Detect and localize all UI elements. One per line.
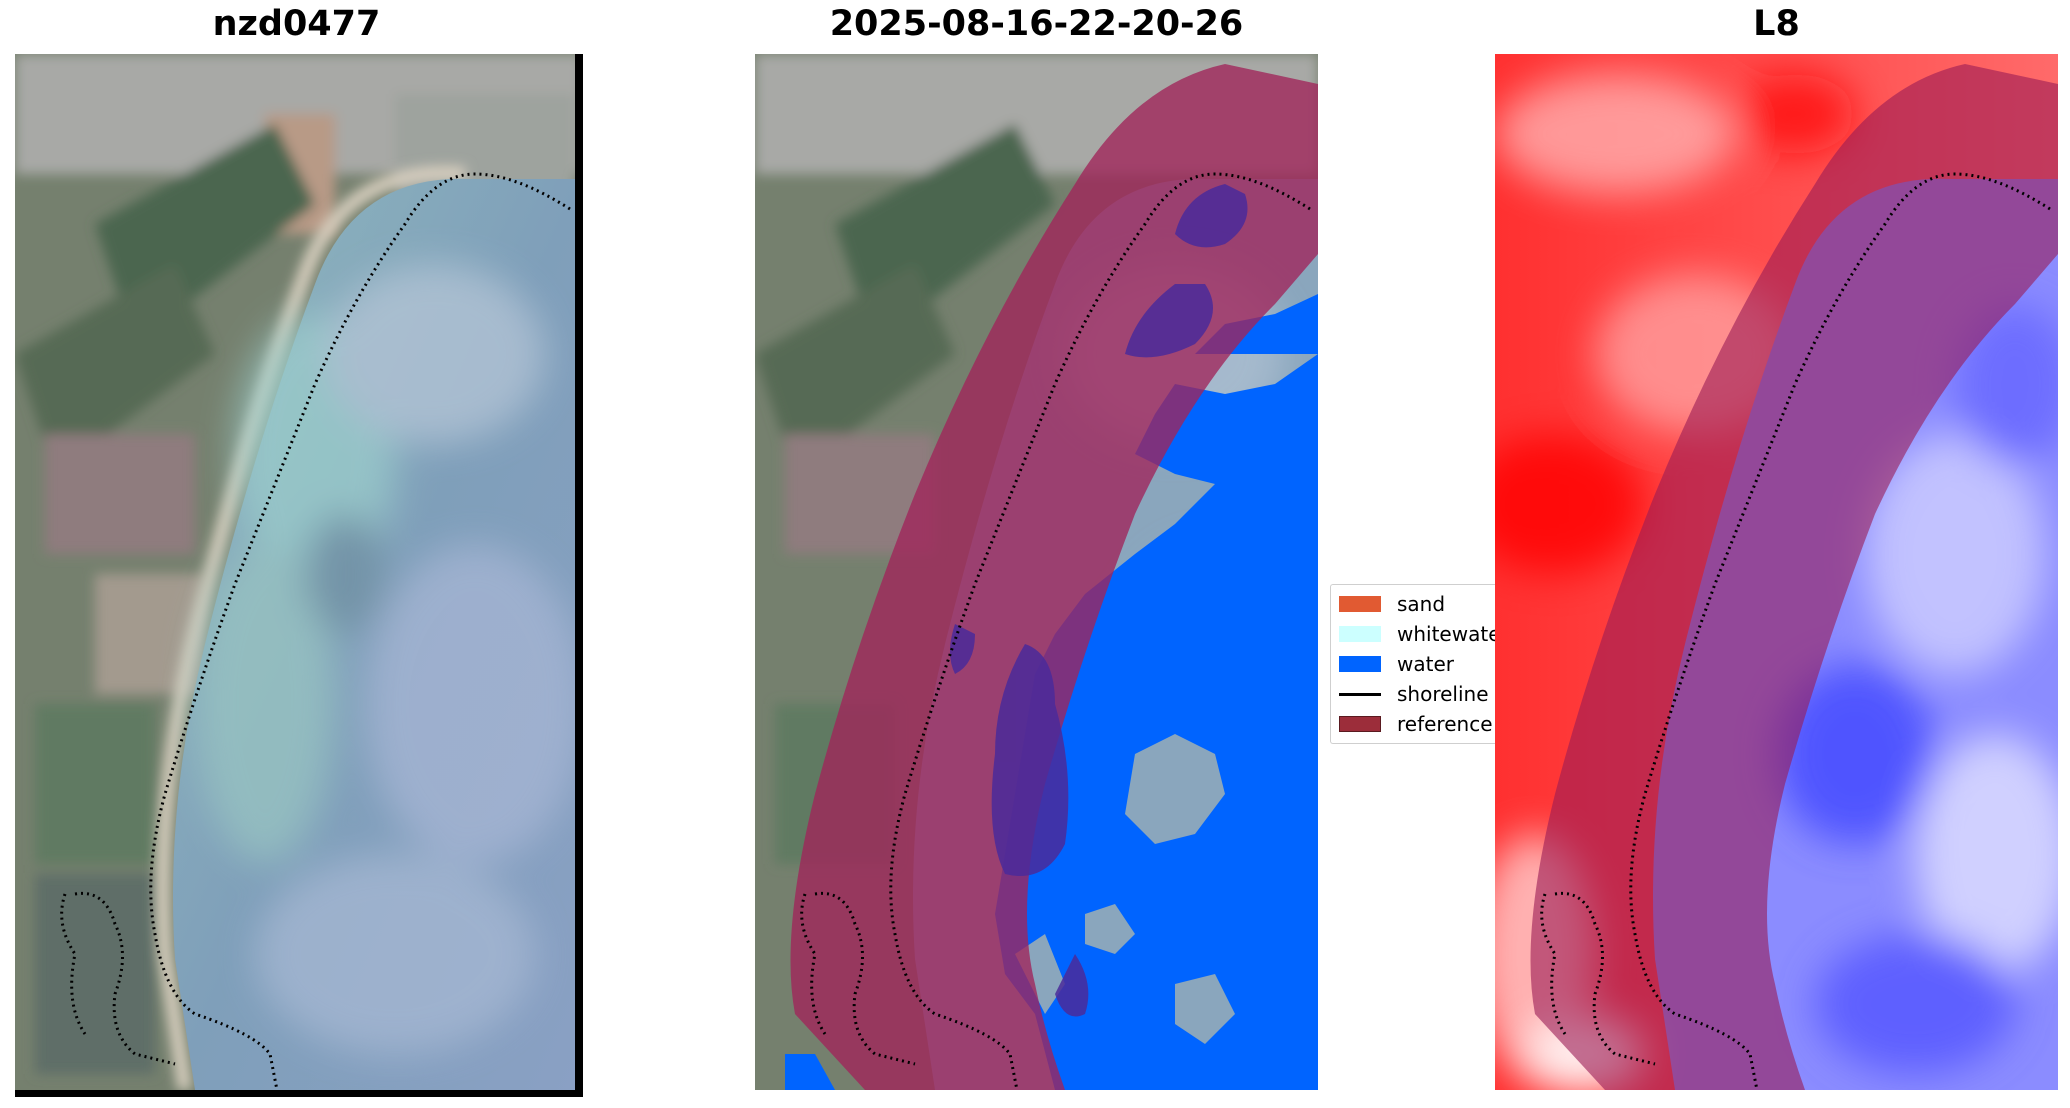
legend-label-shoreline: shoreline (1397, 682, 1489, 706)
legend-swatch-whitewater (1339, 626, 1381, 642)
legend-item-whitewater: whitewater (1339, 619, 1501, 649)
legend-item-sand: sand (1339, 589, 1445, 619)
legend: sand whitewater water shoreline referenc… (1330, 584, 1501, 744)
legend-item-reference: reference (1339, 709, 1493, 739)
legend-label-sand: sand (1397, 592, 1446, 616)
water-class-area (785, 294, 1318, 1090)
panel-title-image: nzd0477 (212, 4, 381, 44)
image-bottom-edge (15, 1090, 583, 1097)
legend-swatch-reference (1339, 716, 1381, 732)
legend-item-water: water (1339, 649, 1454, 679)
rgb-satellite-image (15, 54, 583, 1090)
panel-title-date: 2025-08-16-22-20-26 (829, 4, 1244, 44)
rgb-image-panel (15, 54, 583, 1090)
legend-label-reference: reference (1397, 712, 1493, 736)
panel-title-index: L8 (1753, 4, 1800, 44)
classification-map (755, 54, 1318, 1090)
classification-panel (755, 54, 1318, 1090)
legend-label-whitewater: whitewater (1397, 622, 1501, 646)
legend-item-shoreline: shoreline (1339, 679, 1489, 709)
index-map (1495, 54, 2058, 1090)
index-panel (1495, 54, 2058, 1090)
legend-swatch-shoreline (1339, 692, 1381, 696)
legend-swatch-water (1339, 656, 1381, 672)
legend-label-water: water (1397, 652, 1454, 676)
legend-swatch-sand (1339, 596, 1381, 612)
